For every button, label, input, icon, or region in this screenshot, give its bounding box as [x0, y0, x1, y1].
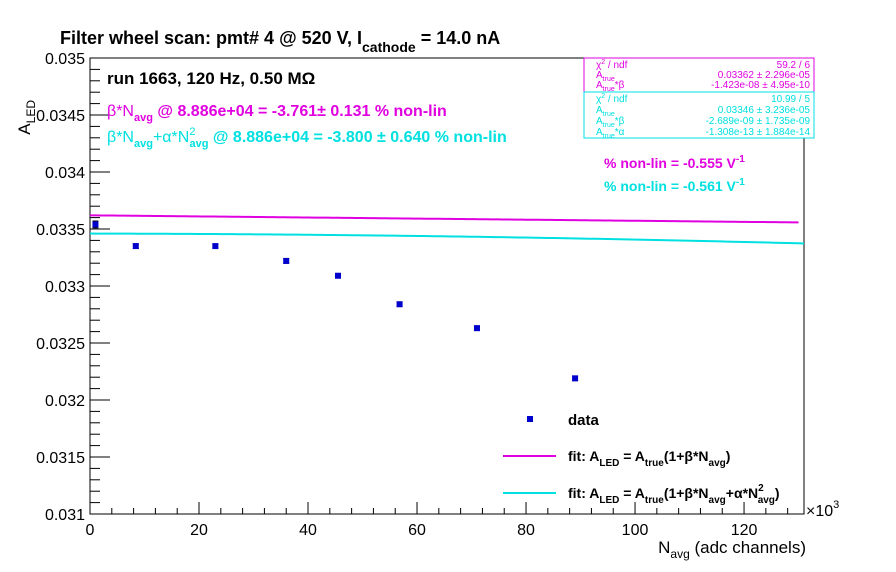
x-tick-label: 80 — [517, 522, 535, 539]
data-point — [132, 243, 139, 250]
y-tick-label: 0.034 — [45, 165, 85, 182]
fit-curve-linear — [89, 214, 799, 224]
data-point — [92, 221, 99, 228]
svg-text:Atrue*α: Atrue*α — [596, 127, 625, 140]
stats-box-linear: χ2 / ndf 59.2 / 6 Atrue 0.03362 ± 2.296e… — [583, 57, 815, 93]
y-tick-label: 0.0315 — [36, 450, 85, 467]
svg-text:Atrue: Atrue — [596, 70, 615, 83]
svg-text:0.03346 ± 3.236e-05: 0.03346 ± 3.236e-05 — [718, 105, 811, 116]
annotation-quadratic: β*Navg+α*N2 avg @ 8.886e+04 = -3.800 ± 0.… — [107, 126, 507, 150]
stats-box-quadratic: χ2 / ndf 10.99 / 5 Atrue 0.03346 ± 3.236… — [583, 91, 815, 140]
x-tick-label: 100 — [622, 522, 649, 539]
x-tick-label: 40 — [299, 522, 317, 539]
annotation-linear: β*Navg @ 8.886e+04 = -3.761± 0.131 % non… — [107, 103, 447, 124]
axis-ticks — [89, 57, 789, 515]
svg-text:59.2 / 6: 59.2 / 6 — [777, 60, 811, 71]
svg-text:0.03362 ± 2.296e-05: 0.03362 ± 2.296e-05 — [718, 70, 811, 81]
percent-nonlin-quadratic: % non-lin = -0.561 V-1 — [604, 177, 745, 194]
legend: data fit: ALED = Atrue(1+β*Navg) fit: AL… — [503, 412, 780, 506]
svg-text:Atrue*β: Atrue*β — [596, 80, 625, 93]
y-tick-label: 0.0335 — [36, 222, 85, 239]
svg-text:χ2 / ndf: χ2 / ndf — [596, 93, 628, 105]
svg-text:-1.308e-13 ± 1.884e-14: -1.308e-13 ± 1.884e-14 — [706, 127, 811, 138]
x-axis-label: Navg (adc channels) — [658, 538, 806, 561]
svg-text:Atrue: Atrue — [596, 105, 615, 118]
svg-text:Atrue*β: Atrue*β — [596, 116, 625, 129]
legend-data-label: data — [568, 412, 600, 429]
x-tick-label: 120 — [731, 522, 758, 539]
percent-nonlin-linear: % non-lin = -0.555 V-1 — [604, 154, 745, 171]
data-point — [334, 272, 341, 279]
data-points — [92, 220, 579, 382]
legend-data-marker — [527, 416, 533, 422]
x-tick-label: 60 — [408, 522, 426, 539]
data-point — [572, 375, 579, 382]
legend-fit-quadratic-label: fit: ALED = Atrue(1+β*Navg+α*N2 avg) — [568, 483, 780, 506]
y-tick-label: 0.0325 — [36, 336, 85, 353]
run-label: run 1663, 120 Hz, 0.50 MΩ — [107, 69, 315, 88]
svg-text:10.99 / 5: 10.99 / 5 — [771, 94, 810, 105]
x-tick-label: 0 — [86, 522, 95, 539]
data-point — [212, 243, 219, 250]
legend-fit-linear-label: fit: ALED = Atrue(1+β*Navg) — [568, 448, 730, 469]
data-point — [283, 257, 290, 264]
x-tick-label: 20 — [190, 522, 208, 539]
chart-title: Filter wheel scan: pmt# 4 @ 520 V, Icath… — [60, 28, 500, 55]
y-tick-label: 0.032 — [45, 393, 85, 410]
y-axis-label: ALED — [15, 100, 38, 135]
y-tick-label: 0.035 — [45, 51, 85, 68]
y-tick-label: 0.031 — [45, 507, 85, 524]
svg-text:-2.689e-09 ± 1.735e-09: -2.689e-09 ± 1.735e-09 — [706, 116, 811, 127]
svg-text:χ2 / ndf: χ2 / ndf — [596, 59, 628, 71]
fit-curve-quadratic — [89, 232, 805, 245]
axis-tick-labels: 0 20 40 60 80 100 120 0.031 0.0315 0.032 0.0325 0.0… — [36, 51, 757, 539]
y-tick-label: 0.0345 — [36, 108, 85, 125]
data-point — [396, 301, 403, 308]
data-point — [473, 325, 480, 332]
svg-text:-1.423e-08 ± 4.95e-10: -1.423e-08 ± 4.95e-10 — [711, 80, 810, 91]
x-multiplier: ×103 — [806, 499, 839, 520]
y-tick-label: 0.033 — [45, 279, 85, 296]
